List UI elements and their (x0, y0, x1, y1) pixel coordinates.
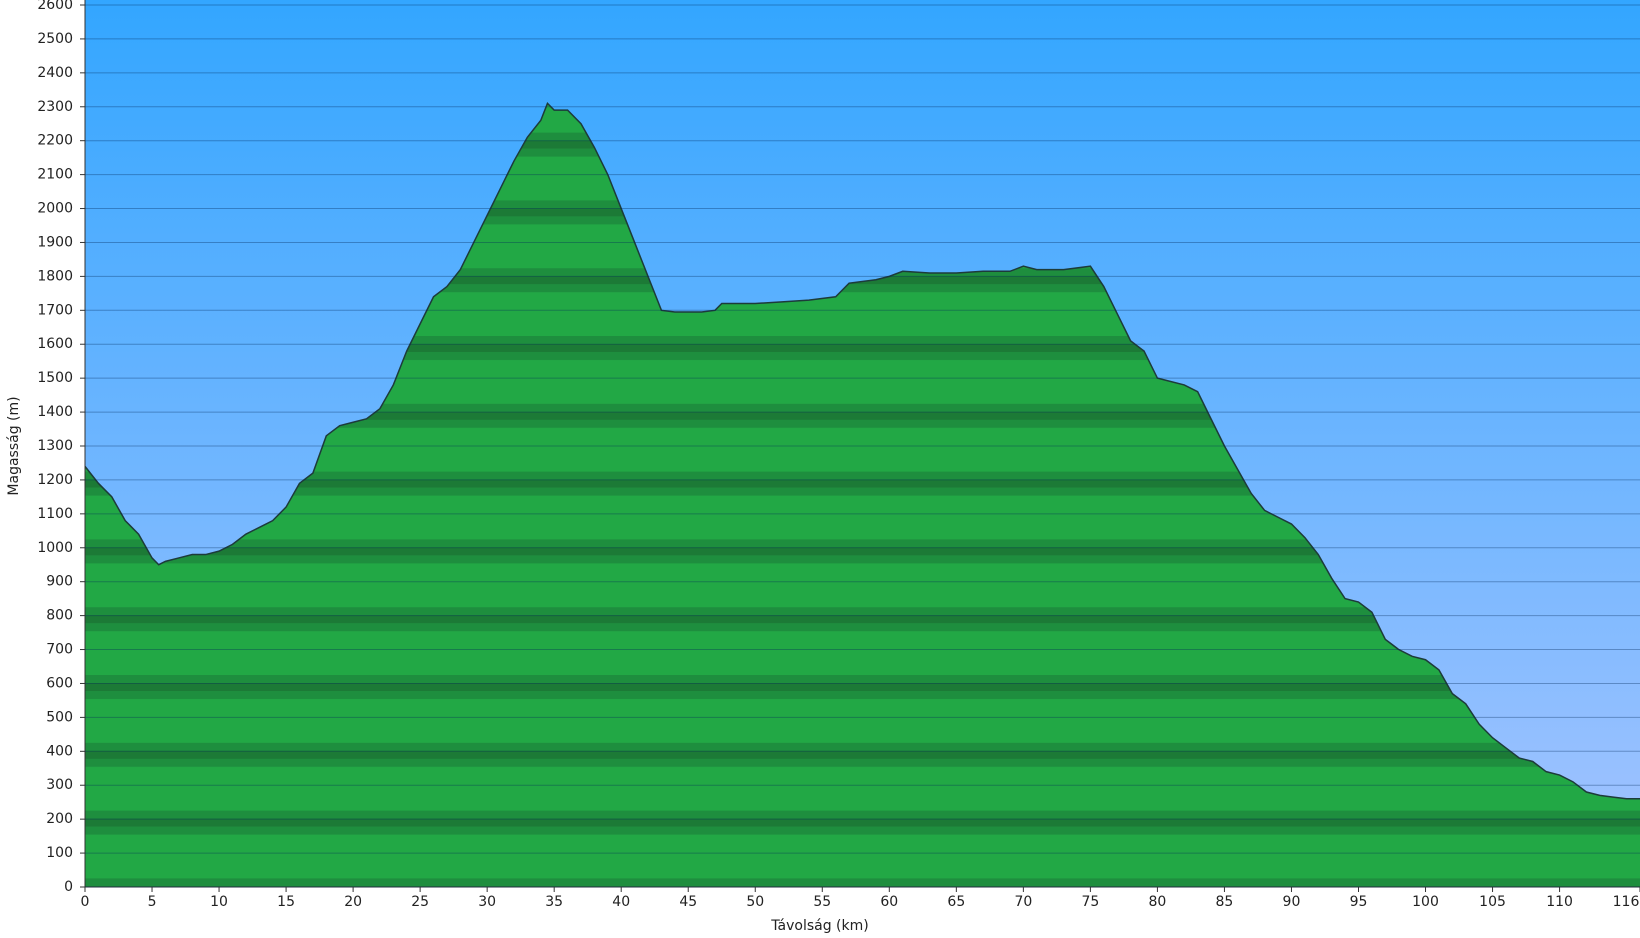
x-tick-label: 5 (148, 894, 157, 910)
x-tick-label: 65 (947, 894, 965, 910)
y-tick-label: 1600 (37, 336, 73, 352)
y-tick-label: 300 (46, 777, 73, 793)
elevation-area (85, 103, 1640, 887)
x-tick-label: 85 (1216, 894, 1234, 910)
y-tick-label: 500 (46, 709, 73, 725)
y-tick-label: 1000 (37, 540, 73, 556)
x-tick-label: 110 (1546, 894, 1573, 910)
x-tick-label: 25 (411, 894, 429, 910)
x-tick-label: 90 (1283, 894, 1301, 910)
y-tick-label: 1700 (37, 302, 73, 318)
x-tick-label: 95 (1350, 894, 1368, 910)
x-tick-label: 35 (545, 894, 563, 910)
y-tick-label: 0 (64, 879, 73, 895)
y-tick-label: 2600 (37, 0, 73, 13)
y-tick-label: 2100 (37, 167, 73, 183)
y-tick-label: 1400 (37, 404, 73, 420)
y-tick-label: 1500 (37, 370, 73, 386)
y-tick-label: 200 (46, 811, 73, 827)
y-tick-label: 2400 (37, 65, 73, 81)
x-tick-label: 105 (1479, 894, 1506, 910)
y-tick-label: 1900 (37, 234, 73, 250)
y-axis-title: Magasság (m) (6, 396, 22, 495)
y-tick-label: 600 (46, 675, 73, 691)
y-tick-label: 100 (46, 845, 73, 861)
x-tick-label: 15 (277, 894, 295, 910)
y-tick-label: 1800 (37, 268, 73, 284)
y-tick-label: 1200 (37, 472, 73, 488)
y-tick-label: 800 (46, 608, 73, 624)
x-tick-label: 80 (1148, 894, 1166, 910)
x-axis-title: Távolság (km) (770, 918, 868, 934)
y-tick-label: 700 (46, 642, 73, 658)
x-tick-label: 100 (1412, 894, 1439, 910)
x-tick-label: 55 (813, 894, 831, 910)
y-tick-label: 2300 (37, 99, 73, 115)
x-tick-label: 0 (81, 894, 90, 910)
y-tick-label: 2000 (37, 201, 73, 217)
y-tick-label: 900 (46, 574, 73, 590)
x-tick-label: 20 (344, 894, 362, 910)
x-tick-label: 50 (746, 894, 764, 910)
y-tick-label: 400 (46, 743, 73, 759)
y-tick-label: 2200 (37, 133, 73, 149)
y-tick-label: 2500 (37, 31, 73, 47)
elevation-line (84, 102, 1640, 800)
x-tick-label: 30 (478, 894, 496, 910)
y-tick-label: 1300 (37, 438, 73, 454)
x-tick-label: 75 (1081, 894, 1099, 910)
x-tick-label: 45 (679, 894, 697, 910)
x-tick-label: 116 (1613, 894, 1640, 910)
x-tick-label: 40 (612, 894, 630, 910)
y-tick-label: 1100 (37, 506, 73, 522)
x-tick-label: 60 (880, 894, 898, 910)
x-tick-label: 10 (210, 894, 228, 910)
x-tick-label: 70 (1014, 894, 1032, 910)
